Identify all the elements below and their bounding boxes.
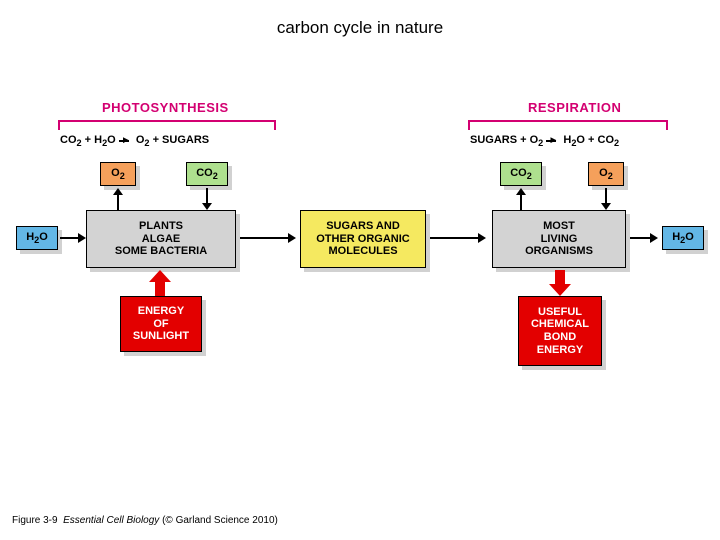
mol-text: H [26, 231, 34, 243]
connector [60, 237, 80, 239]
eq-text: SUGARS + O [470, 134, 538, 146]
eq-text: O [107, 134, 116, 146]
mol-text: H [672, 231, 680, 243]
organisms-box: MOST LIVING ORGANISMS [492, 210, 626, 268]
h2o-box-left: H2O [16, 226, 58, 250]
o2-box-left: O2 [100, 162, 136, 186]
mol-sub: 2 [527, 171, 532, 181]
arrow-right-icon [78, 233, 86, 243]
connector [630, 237, 652, 239]
arrow-right-icon [546, 134, 560, 146]
o2-box-right: O2 [588, 162, 624, 186]
mol-sub: 2 [120, 171, 125, 181]
co2-box-right: CO2 [500, 162, 542, 186]
sugars-box: SUGARS AND OTHER ORGANIC MOLECULES [300, 210, 426, 268]
mol-text: CO [510, 167, 527, 179]
thick-arrow-up-icon [152, 270, 168, 296]
arrow-up-icon [516, 188, 526, 210]
eq-text: O + CO [576, 134, 614, 146]
connector [240, 237, 290, 239]
caption-fig: Figure 3-9 [12, 515, 58, 526]
respiration-label: RESPIRATION [528, 100, 621, 115]
respiration-eq: SUGARS + O2 H2O + CO2 [470, 134, 619, 148]
sunlight-box: ENERGY OF SUNLIGHT [120, 296, 202, 352]
respiration-bracket [468, 120, 668, 128]
photosynthesis-eq: CO2 + H2O O2 + SUGARS [60, 134, 209, 148]
figure-caption: Figure 3-9 Essential Cell Biology (© Gar… [12, 515, 278, 526]
mol-sub: 2 [213, 171, 218, 181]
eq-text: + SUGARS [150, 134, 210, 146]
mol-text: O [111, 167, 120, 179]
mol-text: O [599, 167, 608, 179]
caption-rest: (© Garland Science 2010) [159, 515, 278, 526]
eq-sub: 2 [614, 138, 619, 148]
thick-arrow-down-icon [552, 270, 568, 296]
photosynthesis-label: PHOTOSYNTHESIS [102, 100, 229, 115]
eq-sub: 2 [538, 138, 543, 148]
caption-book: Essential Cell Biology [63, 515, 159, 526]
arrow-right-icon [478, 233, 486, 243]
eq-text: CO [60, 134, 77, 146]
co2-box-left: CO2 [186, 162, 228, 186]
arrow-down-icon [202, 188, 212, 210]
arrow-down-icon [601, 188, 611, 210]
mol-text: CO [196, 167, 213, 179]
photosynthesis-bracket [58, 120, 276, 128]
arrow-right-icon [119, 134, 133, 146]
page-title: carbon cycle in nature [0, 18, 720, 38]
arrow-right-icon [288, 233, 296, 243]
mol-sub: 2 [608, 171, 613, 181]
arrow-right-icon [650, 233, 658, 243]
mol-text: O [685, 231, 694, 243]
bond-energy-box: USEFUL CHEMICAL BOND ENERGY [518, 296, 602, 366]
plants-box: PLANTS ALGAE SOME BACTERIA [86, 210, 236, 268]
mol-text: O [39, 231, 48, 243]
eq-text: + H [82, 134, 102, 146]
connector [430, 237, 480, 239]
carbon-cycle-diagram: PHOTOSYNTHESIS RESPIRATION CO2 + H2O O2 … [22, 110, 702, 370]
arrow-up-icon [113, 188, 123, 210]
h2o-box-right: H2O [662, 226, 704, 250]
